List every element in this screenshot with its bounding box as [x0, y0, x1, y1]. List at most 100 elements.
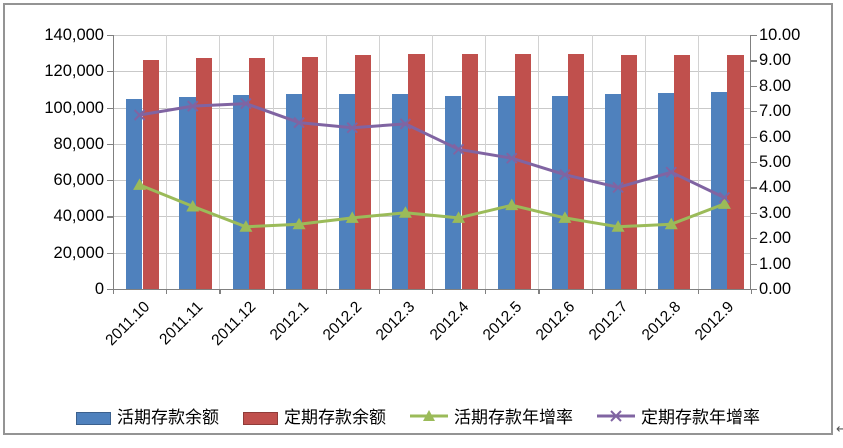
bar-demand-deposit: [179, 97, 196, 289]
legend-label: 活期存款年增率: [454, 407, 573, 427]
x-marker-icon: [240, 97, 252, 110]
left-axis-tick: [107, 180, 113, 182]
legend-label: 定期存款余额: [284, 407, 386, 427]
right-axis-tick: [751, 35, 757, 37]
bar-time-deposit: [674, 54, 691, 289]
right-axis-tick: [751, 111, 757, 113]
bar-demand-deposit: [232, 94, 249, 289]
bar-time-deposit: [567, 54, 585, 289]
legend-label: 活期存款余额: [117, 407, 219, 427]
left-axis-tick-label: 20,000: [53, 243, 104, 262]
triangle-marker-icon: [239, 220, 253, 232]
left-axis-tick: [107, 252, 113, 254]
right-axis-tick-label: 0.00: [759, 280, 792, 298]
bar-demand-deposit: [551, 95, 568, 289]
bar-time-deposit: [514, 54, 531, 289]
x-marker-icon: [399, 118, 412, 130]
legend-label: 定期存款年增率: [641, 407, 760, 427]
right-axis-tick: [751, 162, 757, 164]
right-axis-tick: [751, 187, 757, 189]
right-axis-tick: [751, 238, 757, 240]
bar-time-deposit: [355, 55, 372, 289]
x-marker-icon: [612, 181, 624, 194]
bar-time-deposit: [195, 58, 212, 289]
left-axis-tick-label: 140,000: [44, 26, 104, 44]
right-axis-tick: [751, 263, 757, 265]
bar-time-deposit: [408, 54, 425, 289]
triangle-marker-icon: [186, 199, 200, 212]
right-axis-tick-label: 4.00: [759, 178, 792, 197]
right-axis-tick: [751, 136, 757, 138]
x-axis-tick: [538, 289, 540, 294]
x-axis-tick: [432, 289, 434, 294]
right-axis-tick-label: 1.00: [759, 254, 792, 273]
legend-swatch-icon: [243, 411, 278, 425]
left-axis-tick-label: 120,000: [44, 62, 104, 81]
bar-demand-deposit: [338, 93, 356, 289]
x-axis-tick: [697, 289, 700, 294]
triangle-marker-icon: [611, 220, 625, 232]
bar-demand-deposit: [285, 94, 302, 289]
left-axis-tick-label: 60,000: [53, 171, 104, 190]
legend-item: 活期存款余额: [76, 407, 219, 428]
gridline-vertical: [697, 35, 699, 289]
right-axis-tick-label: 5.00: [759, 153, 792, 171]
x-axis-tick: [272, 289, 274, 294]
line-time-growth: [139, 102, 726, 199]
bar-time-deposit: [727, 54, 744, 289]
gridline-vertical: [166, 35, 168, 289]
legend-line-marker-icon: [597, 408, 635, 429]
line-demand-growth: [139, 183, 725, 229]
gridline-vertical: [591, 35, 593, 289]
x-marker-icon: [187, 100, 199, 112]
right-axis-tick-label: 2.00: [759, 229, 792, 248]
right-axis-tick-label: 10.00: [759, 26, 801, 44]
bar-time-deposit: [621, 54, 638, 289]
line-series: [133, 97, 731, 232]
right-axis-tick: [751, 85, 757, 87]
x-marker-icon: [559, 168, 571, 181]
legend: 活期存款余额 定期存款余额 活期存款年增率 定期存款年增率: [5, 405, 831, 431]
gridline-vertical: [378, 35, 380, 289]
right-axis-line: [749, 35, 751, 289]
triangle-marker-icon: [452, 211, 466, 223]
left-axis-tick-label: 40,000: [53, 207, 104, 226]
right-axis-tick-label: 7.00: [759, 102, 792, 121]
bar-demand-deposit: [498, 96, 515, 289]
gridline-vertical: [219, 35, 221, 289]
right-axis-tick: [751, 60, 757, 62]
plot-area: [113, 35, 751, 290]
triangle-marker-icon: [505, 198, 519, 211]
bar-demand-deposit: [657, 92, 675, 289]
x-marker-icon: [718, 191, 731, 204]
left-axis-tick: [107, 143, 113, 146]
triangle-marker-icon: [292, 217, 306, 230]
bar-demand-deposit: [126, 98, 143, 289]
chart-frame: 0 20,000 40,000 60,000 80,000 100,000 120,000 1…: [3, 3, 833, 435]
gridline-vertical: [644, 35, 646, 289]
bar-demand-deposit: [392, 94, 409, 289]
triangle-marker-icon: [398, 206, 412, 218]
left-axis-tick-label: 100,000: [44, 98, 104, 117]
bar-time-deposit: [461, 54, 478, 289]
legend-line-marker-icon: [410, 408, 448, 429]
x-marker-icon: [346, 122, 358, 134]
right-axis-tick: [751, 289, 757, 291]
gridline-vertical: [325, 35, 327, 289]
x-axis-tick: [751, 289, 753, 294]
bar-time-deposit: [302, 56, 319, 289]
legend-item: 定期存款年增率: [597, 408, 760, 429]
triangle-marker-icon: [558, 211, 572, 223]
x-marker-icon: [665, 166, 677, 178]
x-marker-icon: [133, 109, 146, 121]
x-axis-tick: [591, 289, 593, 294]
triangle-marker-icon: [133, 178, 147, 190]
x-marker-icon: [452, 143, 465, 156]
right-axis-tick-label: 8.00: [759, 76, 792, 95]
x-axis-tick: [166, 289, 168, 294]
right-axis-tick-label: 3.00: [759, 203, 792, 222]
x-marker-icon: [506, 152, 518, 164]
x-axis-tick: [325, 289, 327, 294]
right-axis-tick-label: 9.00: [759, 51, 792, 70]
x-axis-tick: [219, 289, 221, 294]
